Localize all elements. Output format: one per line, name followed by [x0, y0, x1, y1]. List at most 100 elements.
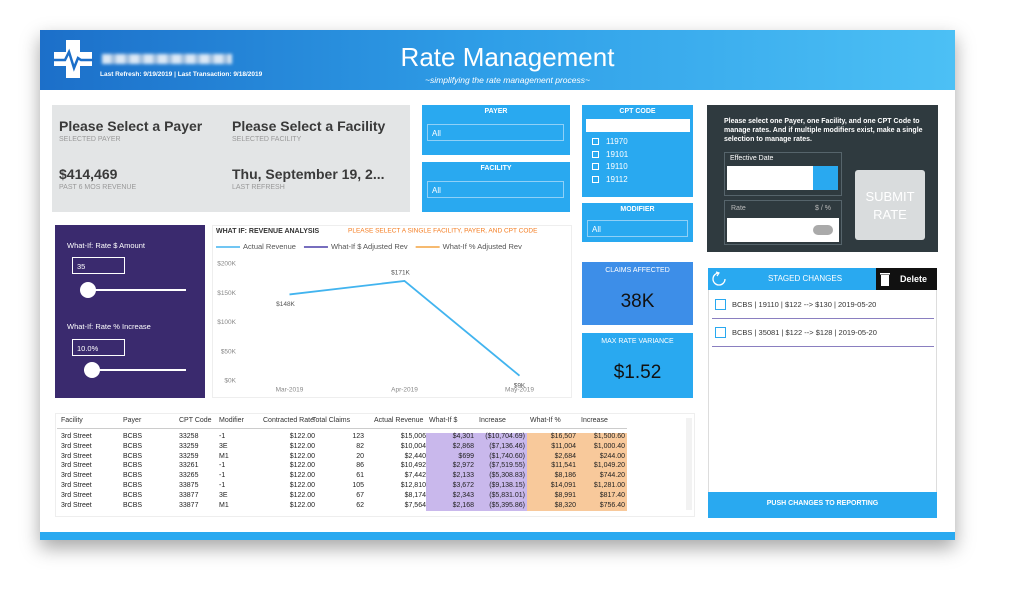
table-cell: 3rd Street — [61, 472, 92, 480]
table-cell: BCBS — [123, 491, 143, 499]
rate-toggle[interactable] — [813, 225, 833, 235]
percent-input[interactable]: 10.0% — [72, 339, 125, 356]
data-label: $148K — [276, 301, 295, 308]
table-cell: $2,868 — [426, 442, 476, 453]
facility-slicer — [422, 162, 570, 212]
revenue: $414,469 — [59, 166, 118, 182]
amount-input[interactable]: 35 — [72, 257, 125, 274]
table-cell: $122.00 — [289, 501, 315, 509]
table-cell: ($7,136.46) — [476, 442, 527, 453]
table-cell: -1 — [219, 472, 226, 480]
staged-item: BCBS | 19110 | $122 --> $130 | 2019-05-2… — [732, 300, 877, 309]
chart-annotation: PLEASE SELECT A SINGLE FACILITY, PAYER, … — [348, 228, 538, 235]
table-cell: BCBS — [123, 433, 143, 440]
table-cell: $10,492 — [400, 462, 426, 470]
table-cell: $7,564 — [404, 501, 426, 509]
table-cell: $3,672 — [426, 482, 476, 492]
x-tick-label: May-2019 — [505, 387, 534, 394]
cpt-checkbox[interactable] — [592, 163, 599, 170]
payer-name: Please Select a Payer — [59, 118, 203, 134]
push-button[interactable]: PUSH CHANGES TO REPORTING — [708, 492, 937, 518]
chart: WHAT IF: REVENUE ANALYSIS PLEASE SELECT … — [216, 228, 538, 394]
data-label: $171K — [391, 270, 410, 277]
table-cell: $2,168 — [426, 501, 476, 512]
table-cell: $2,133 — [426, 472, 476, 482]
table-cell: $1,049.20 — [578, 462, 627, 473]
table-cell: 33261 — [179, 462, 199, 470]
table-cell: $122.00 — [289, 452, 315, 460]
kpi-value: $1.52 — [613, 362, 662, 383]
table-cell: 82 — [356, 442, 364, 450]
table-cell: ($5,308.83) — [476, 472, 527, 482]
facility-slicer-title: FACILITY — [480, 165, 512, 172]
y-tick-label: $100K — [217, 319, 236, 326]
table-cell: $1,281.00 — [578, 482, 627, 492]
table-cell: 62 — [356, 501, 364, 509]
table-cell: 3rd Street — [61, 482, 92, 489]
kpi-card — [582, 333, 693, 398]
staged-header — [708, 268, 876, 290]
table-cell: 33265 — [179, 472, 199, 480]
table-cell: $12,810 — [400, 482, 426, 489]
kpi-value: 38K — [620, 291, 655, 312]
percent-slider[interactable] — [84, 369, 186, 371]
payer-dropdown[interactable]: All — [427, 124, 564, 141]
table-cell: -1 — [219, 462, 226, 470]
cpt-checkbox[interactable] — [592, 138, 599, 145]
table-header: CPT Code — [179, 417, 212, 424]
facility-label: SELECTED FACILITY — [232, 136, 302, 143]
table-cell: 3rd Street — [61, 462, 92, 470]
cpt-checkbox[interactable] — [592, 150, 599, 158]
amount-label: What-If: Rate $ Amount — [67, 241, 145, 250]
table-cell: 33875 — [179, 482, 199, 489]
table-cell: ($9,138.15) — [476, 482, 527, 492]
table-cell: $2,972 — [426, 462, 476, 473]
table-cell: 20 — [356, 452, 364, 460]
logo — [52, 40, 94, 78]
table-cell: BCBS — [123, 452, 143, 460]
delete-button[interactable] — [876, 268, 937, 290]
cpt-search[interactable] — [586, 119, 690, 132]
cpt-slicer-title: CPT CODE — [619, 108, 656, 115]
y-tick-label: $0K — [224, 378, 236, 385]
table-header: Increase — [581, 417, 608, 424]
table-cell: $4,301 — [426, 433, 476, 443]
x-tick-label: Apr-2019 — [391, 387, 418, 394]
table-header: What-If % — [530, 417, 561, 424]
last-refresh: Last Refresh: 9/19/2019 | Last Transacti… — [100, 71, 263, 78]
instructions: Please select one Payer, one Facility, a… — [724, 118, 923, 143]
staged-title: STAGED CHANGES — [767, 274, 843, 283]
table-cell: 123 — [352, 433, 364, 440]
staged-checkbox[interactable] — [715, 327, 726, 338]
refresh-icon[interactable] — [711, 271, 727, 287]
table-scrollbar[interactable] — [686, 418, 692, 510]
cpt-checkbox[interactable] — [592, 175, 599, 183]
kpi-label: MAX RATE VARIANCE — [601, 338, 674, 345]
table-cell: M1 — [219, 452, 229, 460]
amount-slider[interactable] — [81, 289, 186, 291]
footer-bar — [40, 532, 955, 540]
revenue-label: PAST 6 MOS REVENUE — [59, 184, 137, 191]
facility-dropdown[interactable]: All — [427, 181, 564, 198]
calendar-button[interactable] — [813, 166, 838, 190]
table-cell: $122.00 — [289, 491, 315, 499]
table-cell: BCBS — [123, 482, 143, 489]
cpt-option: 19112 — [606, 174, 628, 184]
modifier-dropdown[interactable]: All — [587, 220, 688, 237]
staged-checkbox[interactable] — [715, 299, 726, 310]
table-cell: 3E — [219, 442, 228, 450]
table-cell: $8,186 — [527, 472, 578, 482]
percent-knob[interactable] — [84, 362, 100, 378]
table-cell: 105 — [352, 482, 364, 489]
rate-unit: $ / % — [815, 205, 831, 212]
submit-button[interactable]: SUBMIT RATE — [855, 170, 925, 240]
legend-label: What-If % Adjusted Rev — [443, 242, 522, 251]
table-cell: $122.00 — [289, 472, 315, 480]
delete-label: Delete — [900, 274, 928, 284]
table-cell: $2,684 — [527, 452, 578, 463]
date-input[interactable] — [727, 166, 813, 190]
amount-knob[interactable] — [80, 282, 96, 298]
table-cell: BCBS — [123, 462, 143, 470]
refresh-label: LAST REFRESH — [232, 184, 285, 191]
title: Rate Management — [400, 42, 615, 72]
